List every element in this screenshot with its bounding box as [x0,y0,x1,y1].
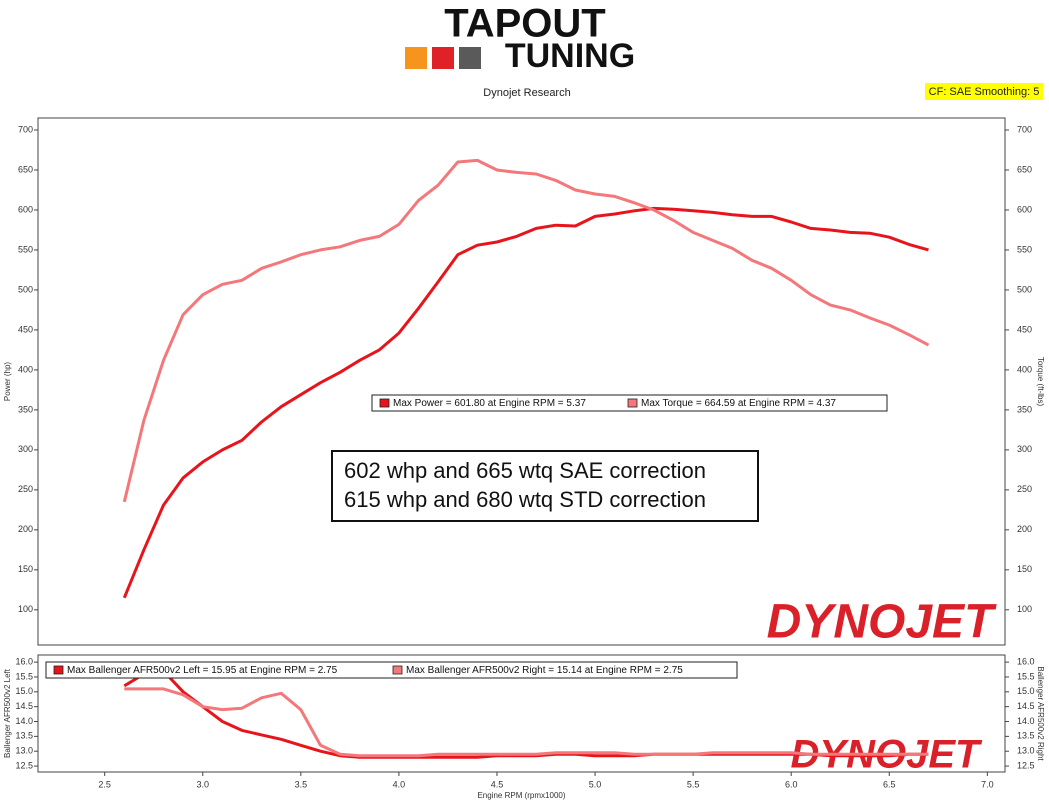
y-tick-label: 650 [18,164,33,174]
y2-tick-label: 650 [1017,164,1032,174]
y2-tick-label: 13.0 [1017,746,1035,756]
annotation-box [331,450,759,522]
y-tick-label: 16.0 [15,657,33,667]
plot-frame [37,117,1006,646]
y2-tick-label: 350 [1017,404,1032,414]
x-tick-label: 3.0 [197,779,210,789]
y2-tick-label: 700 [1017,124,1032,134]
subtitle: Dynojet Research [483,87,570,99]
x-tick-label: 5.0 [589,779,602,789]
y-tick-label: 600 [18,204,33,214]
y-tick-label: 150 [18,564,33,574]
y-tick-label: 14.5 [15,701,33,711]
y2-tick-label: 14.0 [1017,716,1035,726]
x-tick-label: 4.0 [393,779,406,789]
x-tick-label: 3.5 [295,779,308,789]
y-tick-label: 700 [18,124,33,134]
y-tick-label: 450 [18,324,33,334]
y-tick-label: 550 [18,244,33,254]
logo-top: TAPOUT [444,2,605,46]
x-tick-label: 7.0 [981,779,994,789]
y-tick-label: 200 [18,524,33,534]
y-axis-label: Power (hp) [3,362,12,401]
y2-axis-label: Torque (ft-lbs) [1036,357,1045,407]
y-tick-label: 350 [18,404,33,414]
watermark: DYNOJET [767,596,997,649]
cf-box [925,83,1043,100]
y-tick-label: 500 [18,284,33,294]
annotation: 602 whp and 665 wtq SAE correction [344,458,706,483]
logo-bar [405,47,427,69]
y-tick-label: 13.5 [15,731,33,741]
cf-label: CF: SAE Smoothing: 5 [929,86,1040,98]
logo-bar [459,47,481,69]
y2-tick-label: 150 [1017,564,1032,574]
legend-swatch [53,665,64,675]
y2-tick-label: 13.5 [1017,731,1035,741]
y-tick-label: 300 [18,444,33,454]
y2-tick-label: 12.5 [1017,760,1035,770]
y2-tick-label: 500 [1017,284,1032,294]
y2-tick-label: 300 [1017,444,1032,454]
y2-tick-label: 550 [1017,244,1032,254]
x-tick-label: 6.0 [785,779,798,789]
logo-bottom: TUNING [505,37,635,75]
y2-tick-label: 100 [1017,604,1032,614]
y-tick-label: 250 [18,484,33,494]
annotation: 615 whp and 680 wtq STD correction [344,487,706,512]
logo-bar [432,47,454,69]
series-line [122,158,930,503]
legend-label: Max Power = 601.80 at Engine RPM = 5.37 [393,398,586,409]
y-tick-label: 15.5 [15,671,33,681]
y2-tick-label: 16.0 [1017,657,1035,667]
y-tick-label: 13.0 [15,746,33,756]
x-tick-label: 5.5 [687,779,700,789]
y-tick-label: 15.0 [15,686,33,696]
legend-label: Max Ballenger AFR500v2 Left = 15.95 at E… [67,665,338,676]
legend-swatch [392,665,403,675]
y-tick-label: 100 [18,604,33,614]
y2-tick-label: 450 [1017,324,1032,334]
x-tick-label: 2.5 [98,779,111,789]
legend-label: Max Torque = 664.59 at Engine RPM = 4.37 [641,398,836,409]
legend-box [45,661,738,679]
y-tick-label: 400 [18,364,33,374]
y2-tick-label: 15.0 [1017,686,1035,696]
x-tick-label: 6.5 [883,779,896,789]
y2-tick-label: 14.5 [1017,701,1035,711]
y2-tick-label: 400 [1017,364,1032,374]
series-line [122,206,929,599]
series-line [124,687,929,758]
legend-label: Max Ballenger AFR500v2 Right = 15.14 at … [406,665,683,676]
y2-tick-label: 250 [1017,484,1032,494]
y-tick-label: 14.0 [15,716,33,726]
x-tick-label: 4.5 [491,779,504,789]
y-tick-label: 12.5 [15,760,33,770]
x-axis-label: Engine RPM (rpmx1000) [477,791,565,800]
y-axis-label: Ballenger AFR500v2 Left [3,668,12,758]
y2-tick-label: 200 [1017,524,1032,534]
legend-swatch [627,398,638,408]
y2-axis-label: Ballenger AFR500v2 Right [1036,666,1045,761]
y2-tick-label: 15.5 [1017,671,1035,681]
y2-tick-label: 600 [1017,204,1032,214]
legend-swatch [379,398,390,408]
